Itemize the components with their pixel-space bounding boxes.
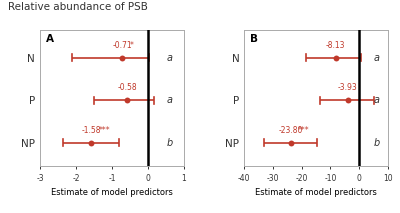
Text: b: b bbox=[166, 138, 173, 148]
Text: b: b bbox=[374, 138, 380, 148]
Point bbox=[124, 98, 130, 102]
Point bbox=[119, 56, 126, 59]
Text: -8.13: -8.13 bbox=[326, 41, 346, 50]
Text: ***: *** bbox=[98, 126, 110, 135]
Text: a: a bbox=[166, 53, 172, 62]
Text: -0.58: -0.58 bbox=[117, 83, 137, 92]
Text: ***: *** bbox=[298, 126, 310, 135]
Text: A: A bbox=[46, 34, 54, 44]
Text: a: a bbox=[374, 95, 380, 105]
Text: -1.58: -1.58 bbox=[81, 126, 101, 135]
X-axis label: Estimate of model predictors: Estimate of model predictors bbox=[51, 188, 173, 197]
X-axis label: Estimate of model predictors: Estimate of model predictors bbox=[255, 188, 377, 197]
Point bbox=[88, 141, 94, 144]
Text: *: * bbox=[130, 41, 133, 50]
Text: B: B bbox=[250, 34, 258, 44]
Text: -3.93: -3.93 bbox=[338, 83, 358, 92]
Point bbox=[288, 141, 294, 144]
Text: -23.80: -23.80 bbox=[279, 126, 303, 135]
Point bbox=[345, 98, 351, 102]
Text: a: a bbox=[166, 95, 172, 105]
Point bbox=[333, 56, 339, 59]
Text: -0.71: -0.71 bbox=[112, 41, 132, 50]
Text: a: a bbox=[374, 53, 380, 62]
Text: Relative abundance of PSB: Relative abundance of PSB bbox=[8, 2, 148, 12]
